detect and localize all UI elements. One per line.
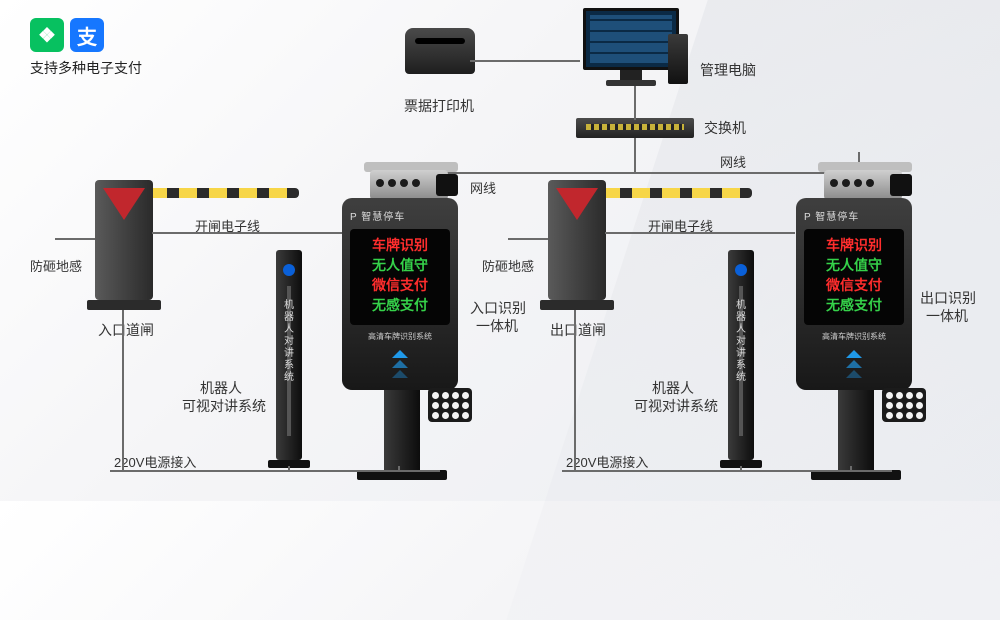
exit-loop-label: 防砸地感 [482,256,534,275]
exit-open-line [605,232,795,234]
wechat-pay-icon: ❖ [30,18,64,52]
exit-power-v3 [850,466,852,472]
exit-power-label: 220V电源接入 [566,452,648,471]
entry-intercom-column: 机器人对讲系统 [276,250,302,460]
entry-barrier-gate [95,180,305,310]
entry-power-v2 [288,466,290,472]
exit-lpr-screen: 车牌识别 无人值守 微信支付 无感支付 [804,229,904,325]
entry-intercom-label2: 可视对讲系统 [182,396,266,416]
entry-gate-label: 入口道闸 [98,320,154,340]
cable-pc-switch [634,86,636,120]
switch-label: 交换机 [704,118,746,138]
exit-lpr-label1: 出口识别 [920,288,976,308]
cable-label-left: 网线 [470,178,496,197]
receipt-printer [400,28,480,88]
cable-label-right: 网线 [720,152,746,171]
exit-power-v2 [740,466,742,472]
exit-intercom-label2: 可视对讲系统 [634,396,718,416]
exit-intercom-label1: 机器人 [652,378,694,398]
exit-lpr-pillar: P 智慧停车 车牌识别 无人值守 微信支付 无感支付 高清车牌识别系统 [796,198,916,480]
entry-power-label: 220V电源接入 [114,452,196,471]
cable-switch-down [634,138,636,172]
entry-open-line [152,232,342,234]
exit-barrier-gate [548,180,758,310]
pc-label: 管理电脑 [700,60,756,80]
alipay-icon: 支 [70,18,104,52]
fill-light-icon [882,388,926,422]
fill-light-icon [428,388,472,422]
entry-intercom-label1: 机器人 [200,378,242,398]
exit-power-v1 [574,310,576,470]
network-switch [576,118,694,138]
exit-gate-label: 出口道闸 [550,320,606,340]
entry-power-line [110,470,440,472]
entry-lpr-pillar: P 智慧停车 车牌识别 无人值守 微信支付 无感支付 高清车牌识别系统 [342,198,462,480]
entry-lpr-label1: 入口识别 [470,298,526,318]
exit-lpr-label2: 一体机 [926,306,968,326]
printer-label: 票据打印机 [404,96,474,116]
payment-caption: 支持多种电子支付 [30,58,142,78]
entry-power-v1 [122,310,124,470]
cable-printer-pc [470,60,580,62]
payment-badges: ❖ 支 支持多种电子支付 [30,18,142,78]
exit-intercom-column: 机器人对讲系统 [728,250,754,460]
pc-tower [668,34,688,84]
entry-lpr-screen: 车牌识别 无人值守 微信支付 无感支付 [350,229,450,325]
exit-power-line [562,470,892,472]
entry-loop-label: 防砸地感 [30,256,82,275]
entry-power-v3 [398,466,400,472]
entry-lpr-label2: 一体机 [476,316,518,336]
